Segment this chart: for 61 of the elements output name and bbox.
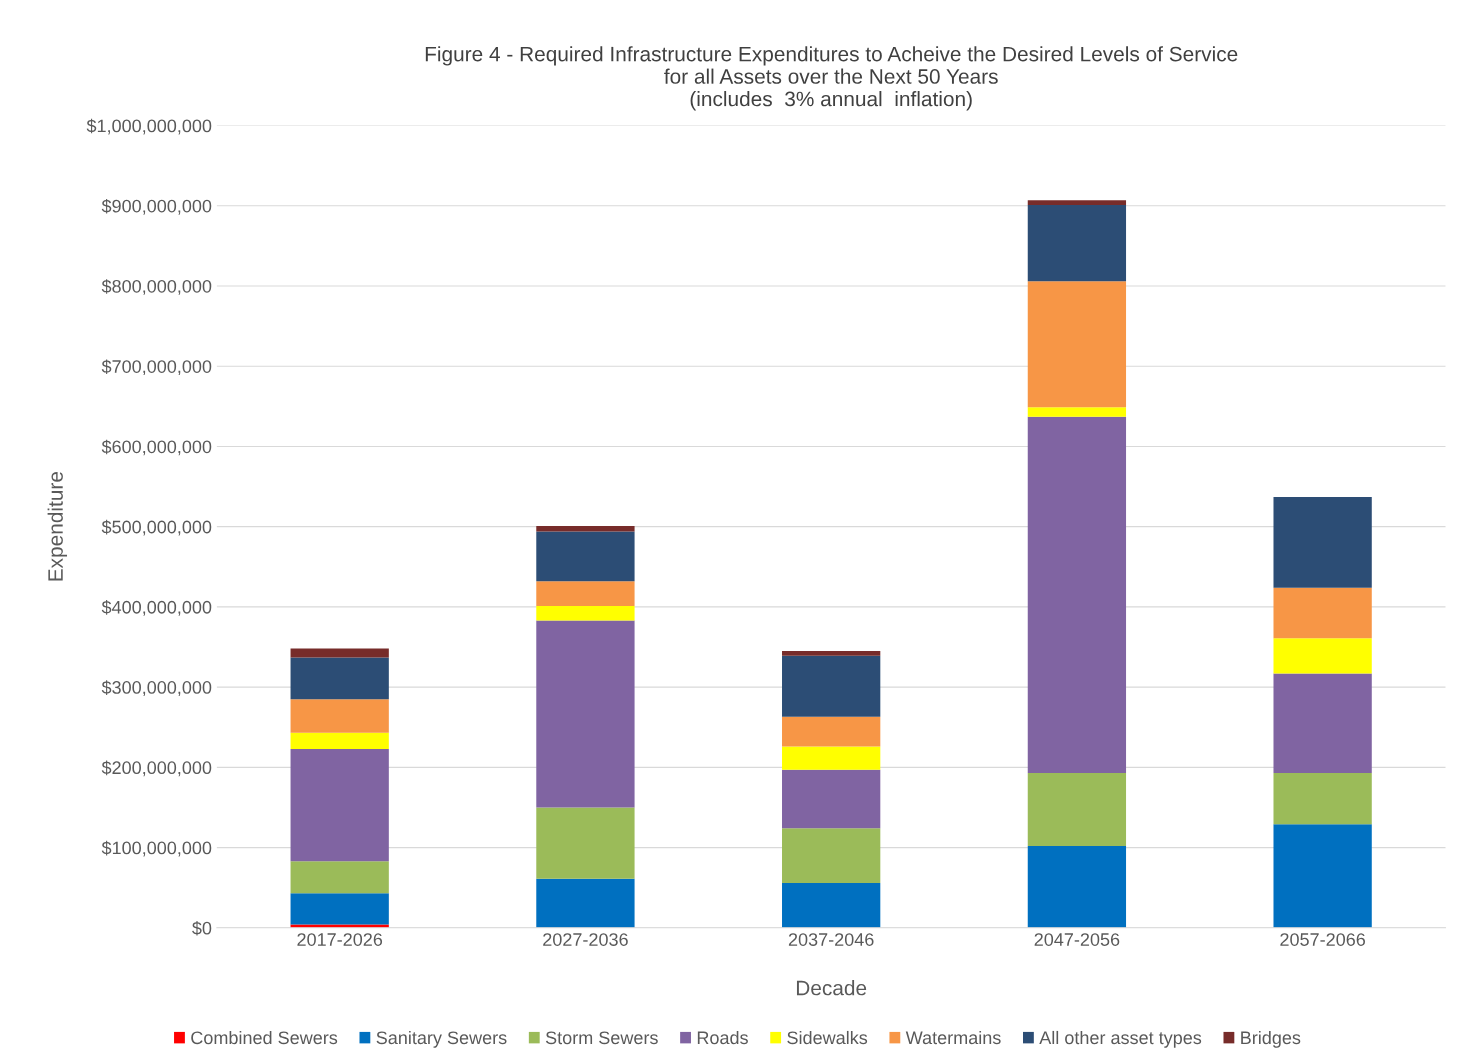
bar <box>1273 638 1372 674</box>
x-axis-title: Decade <box>796 980 867 996</box>
y-tick-label: $500,000,000 <box>101 519 212 536</box>
bar <box>1273 587 1372 639</box>
legend-label: Combined Sewers <box>191 1030 338 1045</box>
y-tick-label: $700,000,000 <box>101 359 212 376</box>
x-tick-label: 2027-2036 <box>543 933 628 946</box>
bar <box>782 651 881 656</box>
legend-label: Sanitary Sewers <box>376 1030 507 1048</box>
bar <box>782 828 881 883</box>
bar <box>290 657 389 700</box>
bar <box>290 699 389 733</box>
bar <box>782 716 881 747</box>
bar <box>290 732 389 749</box>
bar <box>1273 497 1372 588</box>
bar <box>1027 204 1127 282</box>
y-tick-label: $900,000,000 <box>101 198 212 215</box>
bar <box>536 531 635 582</box>
bar <box>782 746 881 770</box>
y-tick-label: $0 <box>192 920 212 936</box>
bar <box>1273 824 1372 928</box>
bar <box>1027 845 1127 928</box>
bar <box>1027 281 1127 408</box>
bar <box>782 769 881 829</box>
bar <box>1273 772 1372 825</box>
legend-label: Storm Sewers <box>545 1031 658 1045</box>
legend-label: All other asset types <box>1039 1030 1202 1048</box>
bar <box>536 525 635 532</box>
x-tick-label: 2047-2056 <box>1034 933 1120 946</box>
bar <box>536 807 635 879</box>
y-tick-label: $600,000,000 <box>101 439 212 456</box>
bar <box>290 648 389 658</box>
y-tick-label: $300,000,000 <box>101 680 212 696</box>
bar <box>536 581 635 607</box>
bar <box>782 882 881 928</box>
bar <box>1027 407 1127 417</box>
x-tick-label: 2037-2046 <box>788 933 874 946</box>
bar <box>782 655 881 717</box>
legend-label: Bridges <box>1241 1030 1301 1048</box>
bar <box>1027 416 1127 773</box>
bar <box>290 861 389 894</box>
legend-label: Watermains <box>905 1030 1001 1045</box>
bar <box>1027 200 1127 205</box>
y-tick-label: $100,000,000 <box>101 840 212 857</box>
y-tick-label: $400,000,000 <box>101 600 212 616</box>
bar <box>536 878 635 928</box>
bar <box>536 606 635 621</box>
bar <box>536 620 635 808</box>
chart-title: Figure 4 - Required Infrastructure Expenditures to Acheive the Desired Levels of Service for all Assets over the Next 50 Years (includes 3% annual inflation) <box>425 46 1238 111</box>
bar <box>290 893 389 925</box>
y-tick-label: $1,000,000,000 <box>86 118 212 135</box>
y-axis-title: Expenditure <box>47 472 68 581</box>
bar <box>290 748 389 862</box>
y-tick-label: $800,000,000 <box>101 279 212 295</box>
x-tick-label: 2017-2026 <box>297 933 383 946</box>
legend-label: Sidewalks <box>787 1030 868 1045</box>
legend-label: Roads <box>697 1030 748 1045</box>
y-tick-label: $200,000,000 <box>101 760 212 777</box>
bar <box>1273 673 1372 773</box>
bar <box>1027 772 1127 846</box>
x-tick-label: 2057-2066 <box>1280 933 1366 946</box>
